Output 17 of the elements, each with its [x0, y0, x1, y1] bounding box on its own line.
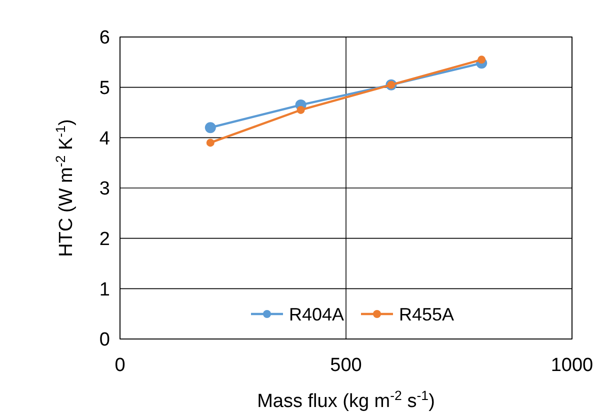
x-tick-label: 500: [330, 355, 362, 376]
y-tick-label: 4: [99, 128, 110, 150]
y-tick-label: 2: [99, 228, 110, 250]
legend-label: R404A: [289, 304, 344, 324]
y-tick-label: 1: [99, 279, 110, 300]
y-tick-label: 3: [99, 178, 110, 200]
y-tick-label: 6: [99, 28, 110, 49]
point: [206, 138, 214, 147]
y-tick-label: 5: [99, 78, 110, 99]
point: [478, 56, 486, 64]
y-tick-label: 0: [99, 330, 110, 351]
legend-label: R455A: [399, 304, 454, 324]
x-axis-title: Mass flux (kg m$^{-2}$ s$^{-1}$): [257, 388, 435, 412]
x-tick-label: 0: [114, 355, 126, 376]
point: [204, 122, 216, 134]
x-tick-label: 1000: [550, 355, 594, 376]
point: [296, 106, 305, 114]
